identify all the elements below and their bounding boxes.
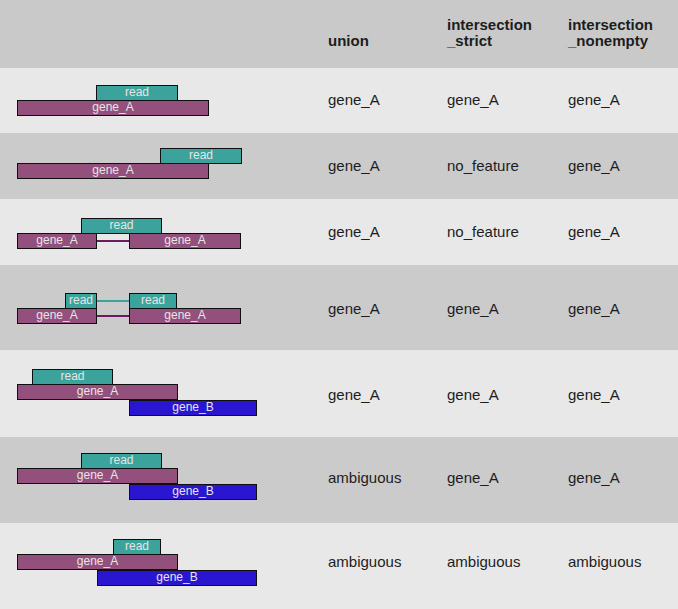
cell-intersection-strict: gene_A: [447, 91, 499, 108]
cell-union: gene_A: [328, 386, 380, 403]
cell-intersection-strict: no_feature: [447, 223, 519, 240]
read-splice-line: [95, 300, 131, 302]
table-row: readgene_Agene_B ambiguous gene_A gene_A: [0, 437, 678, 523]
table-header: union intersection _strict intersection …: [0, 0, 678, 68]
gene-intron-line: [95, 240, 131, 242]
gene-a-box: gene_A: [17, 384, 178, 400]
cell-intersection-nonempty: gene_A: [568, 223, 620, 240]
cell-union: gene_A: [328, 157, 380, 174]
gene-a-box: gene_A: [17, 233, 97, 249]
table-row: readgene_A gene_A gene_A gene_A: [0, 68, 678, 133]
cell-intersection-strict: no_feature: [447, 157, 519, 174]
table-row: readgene_A gene_A no_feature gene_A: [0, 133, 678, 199]
cell-intersection-strict: gene_A: [447, 469, 499, 486]
read-box: read: [113, 539, 161, 555]
column-header-intersection-strict: intersection _strict: [447, 17, 532, 49]
gene-a-box: gene_A: [17, 308, 97, 324]
column-header-intersection-nonempty: intersection _nonempty: [568, 17, 653, 49]
gene-a-box: gene_A: [17, 468, 178, 484]
column-header-union: union: [328, 33, 369, 49]
read-box: read: [65, 293, 97, 309]
gene-b-box: gene_B: [97, 570, 257, 586]
read-box: read: [96, 85, 178, 101]
read-box: read: [160, 148, 242, 164]
gene-a-box: gene_A: [129, 308, 241, 324]
gene-a-box: gene_A: [17, 554, 178, 570]
htseq-count-modes-figure: union intersection _strict intersection …: [0, 0, 678, 609]
read-box: read: [81, 218, 162, 234]
cell-intersection-strict: gene_A: [447, 300, 499, 317]
cell-union: gene_A: [328, 223, 380, 240]
gene-a-box: gene_A: [129, 233, 241, 249]
gene-b-box: gene_B: [129, 400, 257, 416]
cell-intersection-strict: ambiguous: [447, 553, 520, 570]
table-row: readgene_Agene_A gene_A no_feature gene_…: [0, 199, 678, 265]
cell-intersection-strict: gene_A: [447, 386, 499, 403]
cell-intersection-nonempty: gene_A: [568, 91, 620, 108]
cell-intersection-nonempty: gene_A: [568, 469, 620, 486]
cell-union: ambiguous: [328, 553, 401, 570]
table-row: readreadgene_Agene_A gene_A gene_A gene_…: [0, 265, 678, 350]
cell-intersection-nonempty: gene_A: [568, 386, 620, 403]
cell-intersection-nonempty: gene_A: [568, 300, 620, 317]
table-row: readgene_Agene_B ambiguous ambiguous amb…: [0, 523, 678, 609]
cell-intersection-nonempty: gene_A: [568, 157, 620, 174]
read-box: read: [81, 453, 162, 469]
gene-a-box: gene_A: [17, 163, 209, 179]
read-box: read: [129, 293, 177, 309]
read-box: read: [32, 369, 113, 385]
cell-intersection-nonempty: ambiguous: [568, 553, 641, 570]
gene-intron-line: [95, 315, 131, 317]
gene-b-box: gene_B: [129, 484, 257, 500]
table-row: readgene_Agene_B gene_A gene_A gene_A: [0, 350, 678, 437]
cell-union: gene_A: [328, 300, 380, 317]
cell-union: gene_A: [328, 91, 380, 108]
gene-a-box: gene_A: [17, 100, 209, 116]
cell-union: ambiguous: [328, 469, 401, 486]
